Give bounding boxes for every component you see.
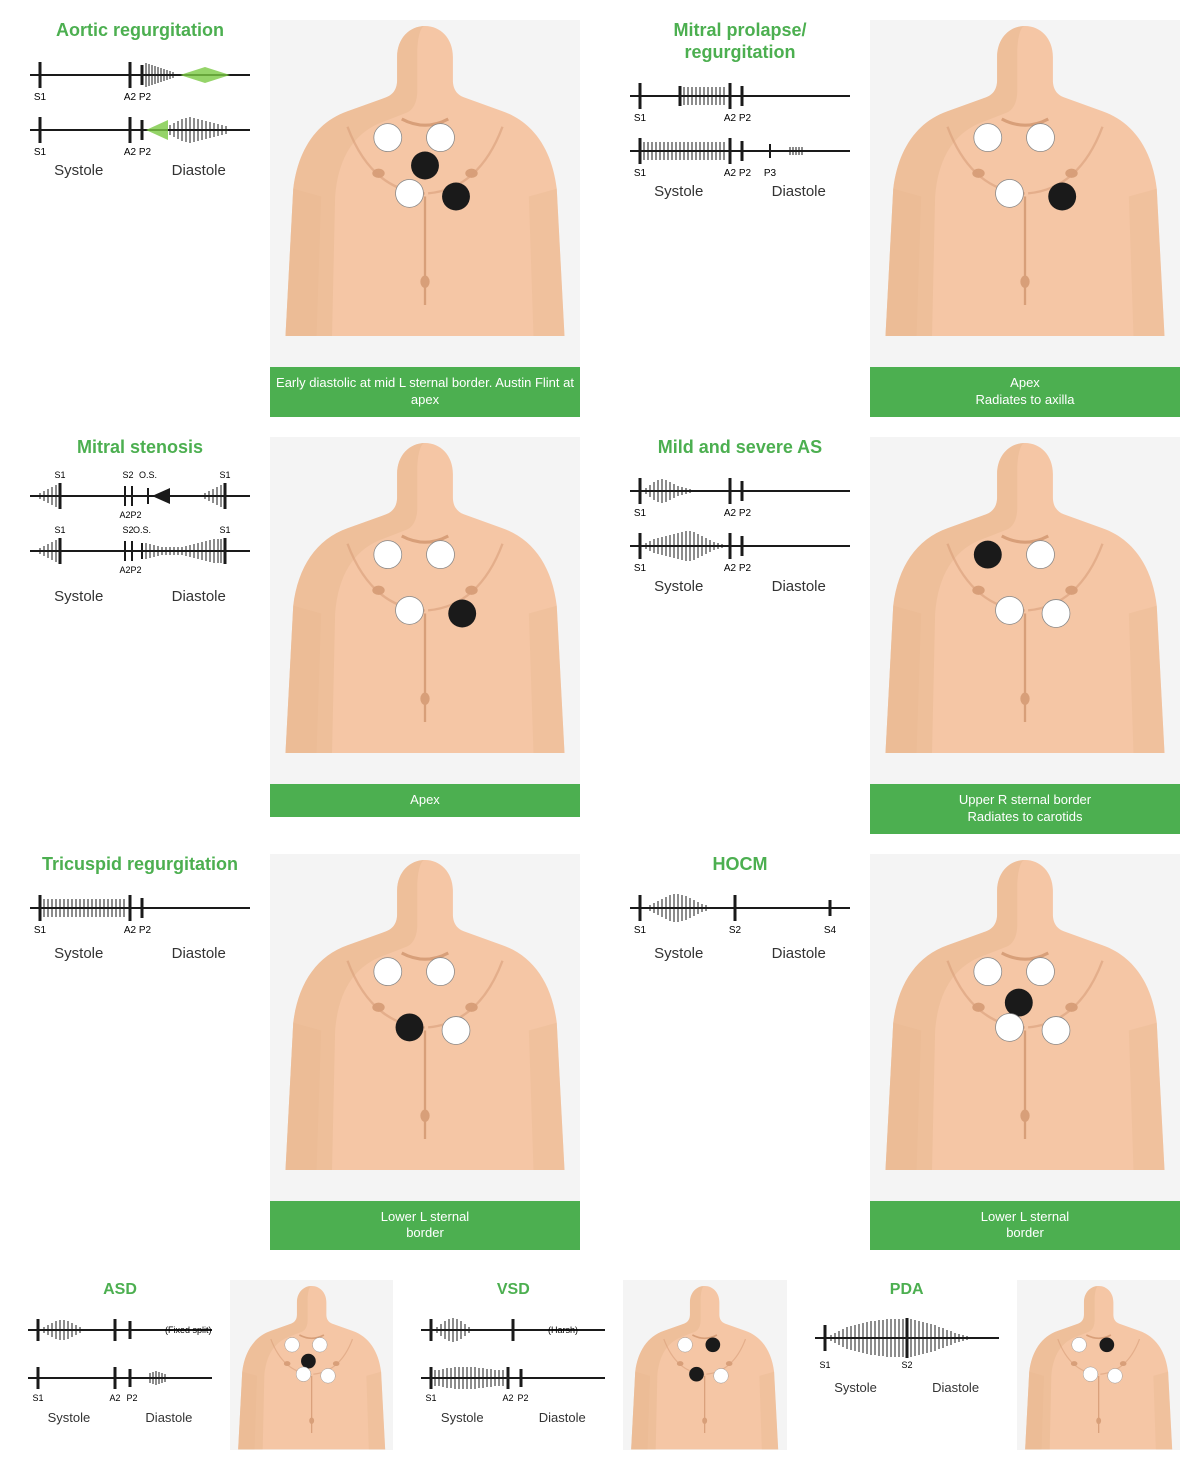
svg-text:S1: S1 [32, 1393, 43, 1403]
torso-as: Upper R sternal borderRadiates to caroti… [870, 437, 1180, 834]
title-tr: Tricuspid regurgitation [20, 854, 260, 876]
svg-text:S1: S1 [634, 508, 647, 519]
title-pda: PDA [807, 1280, 1007, 1299]
svg-text:P2: P2 [739, 508, 752, 519]
svg-text:A2: A2 [119, 565, 130, 575]
svg-text:A2: A2 [124, 147, 137, 158]
svg-text:(Harsh): (Harsh) [548, 1325, 578, 1335]
svg-text:A2: A2 [124, 925, 137, 936]
title-asd: ASD [20, 1280, 220, 1299]
title-ms: Mitral stenosis [20, 437, 260, 459]
svg-text:P2: P2 [518, 1393, 529, 1403]
torso-ar: Early diastolic at mid L sternal border.… [270, 20, 580, 417]
svg-text:S4: S4 [824, 925, 837, 936]
svg-text:S1: S1 [634, 113, 647, 124]
card-mitral-stenosis: Mitral stenosis S1 S2 O.S. S1 A2 P2 [20, 437, 580, 834]
phono-tr: S1 A2 P2 [20, 883, 260, 943]
title-ar: Aortic regurgitation [20, 20, 260, 42]
phono-asd: (Fixed split) S1 A2 P2 [20, 1308, 220, 1408]
svg-text:P2: P2 [139, 925, 152, 936]
title-as: Mild and severe AS [620, 437, 860, 459]
svg-text:O.S.: O.S. [133, 525, 151, 535]
svg-text:S2: S2 [122, 470, 133, 480]
svg-text:S1: S1 [34, 147, 47, 158]
svg-text:S1: S1 [54, 470, 65, 480]
phono-mrp: S1 A2 P2 S1 A2 P2 P3 [620, 71, 860, 181]
caption-as: Upper R sternal borderRadiates to caroti… [870, 784, 1180, 834]
svg-text:S1: S1 [34, 925, 47, 936]
svg-text:A2: A2 [119, 510, 130, 520]
svg-text:S2: S2 [122, 525, 133, 535]
svg-text:S2: S2 [729, 925, 742, 936]
svg-text:P2: P2 [739, 168, 752, 179]
svg-text:P3: P3 [764, 168, 777, 179]
phono-vsd: (Harsh) S1 A2 P2 [413, 1308, 613, 1408]
svg-text:P2: P2 [139, 92, 152, 103]
svg-text:A2: A2 [724, 508, 737, 519]
torso-pda [1017, 1280, 1180, 1449]
svg-text:P2: P2 [126, 1393, 137, 1403]
card-vsd: VSD (Harsh) S1 A2 P2 SystoleDiastole [413, 1280, 786, 1449]
card-aortic-regurgitation: Aortic regurgitation S1 A2 P2 S1 [20, 20, 580, 417]
svg-text:A2: A2 [109, 1393, 120, 1403]
svg-text:P2: P2 [739, 563, 752, 574]
svg-text:S1: S1 [634, 563, 647, 574]
title-mrp: Mitral prolapse/regurgitation [620, 20, 860, 63]
torso-mrp: ApexRadiates to axilla [870, 20, 1180, 417]
svg-text:S1: S1 [219, 525, 230, 535]
svg-text:S1: S1 [426, 1393, 437, 1403]
murmur-grid-bottom: ASD (Fixed split) S1 A2 P2 SystoleDiasto… [20, 1280, 1180, 1449]
svg-text:P2: P2 [139, 147, 152, 158]
phono-hocm: S1 S2 S4 [620, 883, 860, 943]
phono-as: S1 A2 P2 S1 A2 P2 [620, 466, 860, 576]
torso-asd [230, 1280, 393, 1449]
torso-hocm: Lower L sternalborder [870, 854, 1180, 1251]
svg-text:A2: A2 [503, 1393, 514, 1403]
svg-text:O.S.: O.S. [139, 470, 157, 480]
card-hocm: HOCM S1 S2 S4 SystoleDiastole Lower L st… [620, 854, 1180, 1251]
title-hocm: HOCM [620, 854, 860, 876]
title-vsd: VSD [413, 1280, 613, 1299]
torso-vsd [623, 1280, 786, 1449]
svg-text:P2: P2 [130, 510, 141, 520]
card-mitral-prolapse: Mitral prolapse/regurgitation S1 A2 P2 S… [620, 20, 1180, 417]
svg-text:S1: S1 [219, 470, 230, 480]
svg-text:P2: P2 [739, 113, 752, 124]
caption-ar: Early diastolic at mid L sternal border.… [270, 367, 580, 417]
phono-ar: S1 A2 P2 S1 A2 P2 [20, 50, 260, 160]
svg-text:S1: S1 [54, 525, 65, 535]
card-pda: PDA S1 S2 SystoleDiastole [807, 1280, 1180, 1449]
svg-text:A2: A2 [724, 113, 737, 124]
svg-text:S1: S1 [819, 1360, 830, 1370]
svg-text:S1: S1 [34, 92, 47, 103]
svg-text:A2: A2 [724, 563, 737, 574]
murmur-grid-top: Aortic regurgitation S1 A2 P2 S1 [20, 20, 1180, 1250]
caption-mrp: ApexRadiates to axilla [870, 367, 1180, 417]
torso-tr: Lower L sternalborder [270, 854, 580, 1251]
svg-text:A2: A2 [724, 168, 737, 179]
svg-text:S1: S1 [634, 925, 647, 936]
card-asd: ASD (Fixed split) S1 A2 P2 SystoleDiasto… [20, 1280, 393, 1449]
caption-tr: Lower L sternalborder [270, 1201, 580, 1251]
torso-ms: Apex [270, 437, 580, 817]
svg-text:A2: A2 [124, 92, 137, 103]
card-aortic-stenosis: Mild and severe AS S1 A2 P2 S1 A2 P2 [620, 437, 1180, 834]
svg-text:(Fixed split): (Fixed split) [165, 1325, 212, 1335]
caption-ms: Apex [270, 784, 580, 817]
phase-labels: SystoleDiastole [20, 162, 260, 179]
svg-text:S2: S2 [901, 1360, 912, 1370]
phono-pda: S1 S2 [807, 1308, 1007, 1378]
phono-ms: S1 S2 O.S. S1 A2 P2 S1 S2 [20, 466, 260, 586]
caption-hocm: Lower L sternalborder [870, 1201, 1180, 1251]
svg-text:S1: S1 [634, 168, 647, 179]
svg-text:P2: P2 [130, 565, 141, 575]
card-tricuspid-regurgitation: Tricuspid regurgitation S1 A2 P2 Systole… [20, 854, 580, 1251]
